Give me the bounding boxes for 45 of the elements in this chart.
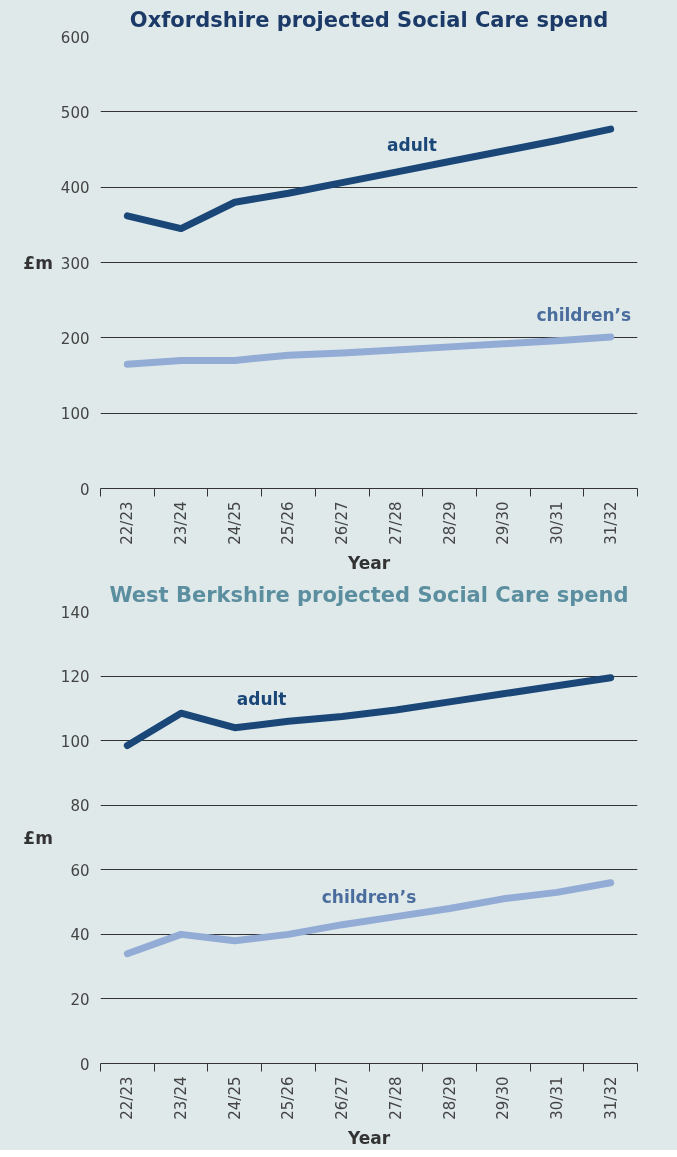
series-label: children’s xyxy=(321,886,417,907)
y-tick-label: 20 xyxy=(70,990,90,1009)
series-label: adult xyxy=(236,688,287,709)
y-tick-label: 100 xyxy=(60,405,90,424)
y-tick-label: 60 xyxy=(70,861,90,880)
y-tick-label: 200 xyxy=(60,329,90,348)
x-tick-label: 28/29 xyxy=(440,501,459,545)
chart-title: Oxfordshire projected Social Care spend xyxy=(129,7,609,32)
x-tick-label: 22/23 xyxy=(118,501,137,545)
y-tick-label: 400 xyxy=(60,179,90,198)
x-tick-label: 31/32 xyxy=(601,501,620,545)
x-tick-label: 24/25 xyxy=(225,501,244,545)
y-tick-label: 100 xyxy=(60,732,90,751)
x-tick-label: 28/29 xyxy=(440,1076,459,1120)
y-tick-label: 120 xyxy=(60,668,90,687)
y-tick-label: 80 xyxy=(70,797,90,816)
x-tick-label: 29/30 xyxy=(494,501,513,545)
y-tick-label: 140 xyxy=(60,603,90,622)
x-tick-label: 27/28 xyxy=(386,1076,405,1120)
y-axis-title: £m xyxy=(23,827,53,848)
y-axis-title: £m xyxy=(23,252,53,273)
y-tick-label: 600 xyxy=(60,28,90,47)
x-tick-label: 22/23 xyxy=(118,1076,137,1120)
chart-title: West Berkshire projected Social Care spend xyxy=(109,582,629,607)
y-tick-label: 0 xyxy=(79,1055,90,1074)
x-tick-label: 31/32 xyxy=(601,1076,620,1120)
x-tick-label: 30/31 xyxy=(547,1076,566,1120)
x-tick-label: 26/27 xyxy=(333,501,352,545)
y-tick-label: 0 xyxy=(79,480,90,499)
series-label: adult xyxy=(387,134,437,155)
y-tick-label: 40 xyxy=(70,926,90,945)
y-tick-label: 300 xyxy=(60,254,90,273)
x-tick-label: 30/31 xyxy=(547,501,566,545)
x-axis-title: Year xyxy=(346,1127,391,1148)
x-tick-label: 26/27 xyxy=(333,1076,352,1120)
series-label: children’s xyxy=(536,304,632,325)
x-tick-label: 25/26 xyxy=(279,501,298,545)
x-axis-title: Year xyxy=(346,552,391,573)
x-tick-label: 25/26 xyxy=(279,1076,298,1120)
x-tick-label: 24/25 xyxy=(225,1076,244,1120)
x-tick-label: 23/24 xyxy=(172,501,191,545)
x-tick-label: 23/24 xyxy=(172,1076,191,1120)
x-tick-label: 29/30 xyxy=(494,1076,513,1120)
y-tick-label: 500 xyxy=(60,103,90,122)
x-tick-label: 27/28 xyxy=(386,501,405,545)
